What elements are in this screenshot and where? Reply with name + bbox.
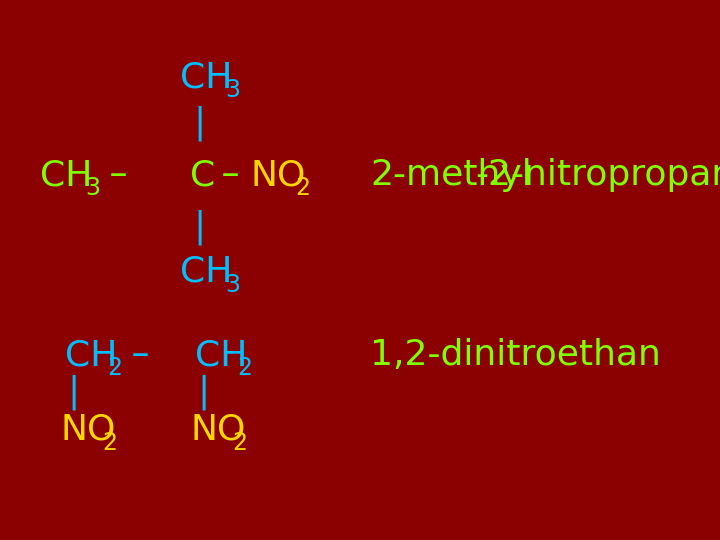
- Text: –: –: [98, 158, 139, 192]
- Text: 2: 2: [237, 356, 252, 380]
- Text: 3: 3: [225, 78, 240, 102]
- Text: 2: 2: [295, 176, 310, 200]
- Text: 3: 3: [85, 176, 100, 200]
- Text: |: |: [197, 374, 209, 410]
- Text: CH: CH: [40, 158, 92, 192]
- Text: –: –: [120, 338, 161, 372]
- Text: NO: NO: [190, 413, 246, 447]
- Text: 2-methyl: 2-methyl: [370, 158, 532, 192]
- Text: CH: CH: [180, 255, 233, 289]
- Text: 2: 2: [102, 431, 117, 455]
- Text: 2: 2: [232, 431, 247, 455]
- Text: CH: CH: [180, 61, 233, 95]
- Text: NO: NO: [250, 158, 305, 192]
- Text: |: |: [194, 105, 206, 141]
- Text: CH: CH: [195, 338, 248, 372]
- Text: 2: 2: [107, 356, 122, 380]
- Text: |: |: [67, 374, 79, 410]
- Text: -2-nitropropan: -2-nitropropan: [475, 158, 720, 192]
- Text: CH: CH: [65, 338, 117, 372]
- Text: |: |: [194, 209, 206, 245]
- Text: –: –: [210, 158, 251, 192]
- Text: 3: 3: [225, 273, 240, 297]
- Text: 1,2-dinitroethan: 1,2-dinitroethan: [370, 338, 661, 372]
- Text: C: C: [190, 158, 215, 192]
- Text: NO: NO: [60, 413, 115, 447]
